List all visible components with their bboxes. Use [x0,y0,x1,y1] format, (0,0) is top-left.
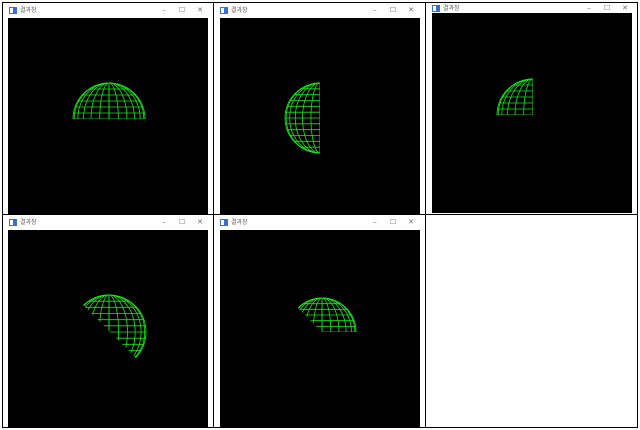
minimize-button[interactable]: – [162,218,166,226]
render-canvas-1[interactable] [8,18,208,214]
window-title: 결과창 [443,5,460,12]
titlebar-5[interactable]: 결과창 – ☐ ✕ [214,215,425,231]
render-canvas-3[interactable] [432,13,632,213]
meridian-line [285,82,320,154]
close-button[interactable]: ✕ [622,4,628,12]
wireframe-sphere-4 [71,294,147,370]
close-button[interactable]: ✕ [408,6,414,14]
meridian-line [302,82,320,154]
window-title: 결과창 [20,219,37,226]
app-icon [220,7,228,14]
meridian-line [294,82,320,154]
app-icon [9,219,17,226]
window-cell-1: 결과창 – ☐ ✕ [2,2,214,215]
wireframe-sphere-3 [496,78,533,115]
minimize-button[interactable]: – [373,6,377,14]
render-canvas-5[interactable] [220,230,420,427]
window-title: 결과창 [231,7,248,14]
maximize-button[interactable]: ☐ [389,218,397,226]
sphere-mesh [287,297,357,332]
titlebar-3[interactable]: 결과창 – ☐ ✕ [426,3,637,14]
sphere-mesh [72,82,146,119]
app-window-4[interactable]: 결과창 – ☐ ✕ [3,215,213,427]
close-button[interactable]: ✕ [408,218,414,226]
app-icon [432,5,440,12]
window-cell-5: 결과창 – ☐ ✕ [213,214,426,428]
wireframe-sphere-5 [287,297,357,332]
close-button[interactable]: ✕ [197,218,203,226]
minimize-button[interactable]: – [162,6,166,14]
minimize-button[interactable]: – [587,4,591,12]
empty-cell [425,214,638,428]
window-cell-2: 결과창 – ☐ ✕ [213,2,426,215]
titlebar-4[interactable]: 결과창 – ☐ ✕ [3,215,213,231]
wireframe-sphere-1 [72,82,146,119]
app-window-1[interactable]: 결과창 – ☐ ✕ [3,3,213,214]
window-cell-3: 결과창 – ☐ ✕ [425,2,638,215]
window-title: 결과창 [20,7,37,14]
sphere-mesh [496,78,533,115]
window-title: 결과창 [231,219,248,226]
titlebar-2[interactable]: 결과창 – ☐ ✕ [214,3,425,19]
app-window-2[interactable]: 결과창 – ☐ ✕ [214,3,425,214]
maximize-button[interactable]: ☐ [178,6,186,14]
window-cell-4: 결과창 – ☐ ✕ [2,214,214,428]
app-window-3[interactable]: 결과창 – ☐ ✕ [426,3,637,214]
render-canvas-2[interactable] [220,18,420,214]
wireframe-sphere-2 [284,82,320,154]
app-window-5[interactable]: 결과창 – ☐ ✕ [214,215,425,427]
app-icon [220,219,228,226]
app-icon [9,7,17,14]
minimize-button[interactable]: – [373,218,377,226]
sphere-mesh [71,294,147,370]
sphere-mesh [284,82,320,154]
titlebar-1[interactable]: 결과창 – ☐ ✕ [3,3,213,19]
maximize-button[interactable]: ☐ [178,218,186,226]
maximize-button[interactable]: ☐ [389,6,397,14]
maximize-button[interactable]: ☐ [603,4,611,12]
close-button[interactable]: ✕ [197,6,203,14]
render-canvas-4[interactable] [8,230,208,427]
